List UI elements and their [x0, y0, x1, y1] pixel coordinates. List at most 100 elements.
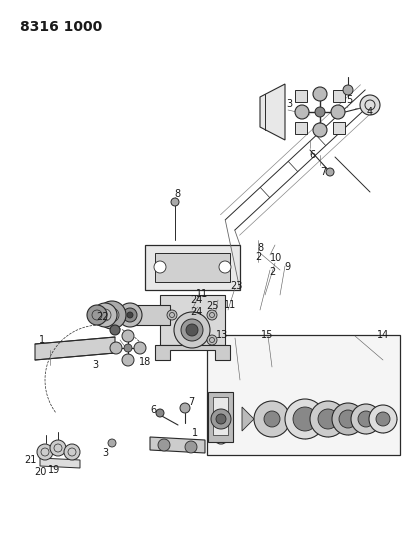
Circle shape	[93, 303, 117, 327]
Circle shape	[357, 411, 373, 427]
Circle shape	[312, 123, 326, 137]
Text: 5: 5	[345, 95, 351, 105]
Text: 7: 7	[187, 397, 193, 407]
Circle shape	[157, 439, 170, 451]
Text: 25: 25	[206, 301, 219, 311]
Circle shape	[312, 87, 326, 101]
Bar	[164, 300, 189, 310]
Polygon shape	[207, 392, 232, 442]
Circle shape	[211, 409, 230, 429]
Circle shape	[98, 301, 126, 329]
Text: 15: 15	[260, 330, 272, 340]
Circle shape	[87, 305, 107, 325]
Text: 24: 24	[189, 307, 202, 317]
Circle shape	[180, 319, 202, 341]
Circle shape	[124, 344, 132, 352]
Text: 11: 11	[223, 300, 236, 310]
Circle shape	[338, 410, 356, 428]
Circle shape	[294, 105, 308, 119]
Polygon shape	[35, 337, 115, 360]
Circle shape	[123, 308, 137, 322]
Circle shape	[154, 261, 166, 273]
Circle shape	[127, 312, 133, 318]
Circle shape	[122, 354, 134, 366]
Text: 19: 19	[48, 465, 60, 475]
Polygon shape	[332, 90, 344, 102]
Polygon shape	[259, 84, 284, 140]
Circle shape	[108, 439, 116, 447]
Circle shape	[207, 335, 216, 345]
Polygon shape	[241, 407, 254, 431]
Polygon shape	[150, 437, 204, 453]
Bar	[195, 300, 220, 310]
Text: 3: 3	[285, 99, 291, 109]
Polygon shape	[130, 305, 170, 325]
Text: 13: 13	[216, 330, 227, 340]
Circle shape	[330, 105, 344, 119]
Circle shape	[218, 261, 230, 273]
Text: 4: 4	[366, 107, 372, 117]
Text: 1: 1	[191, 428, 198, 438]
Text: 2: 2	[254, 252, 261, 262]
Circle shape	[171, 198, 179, 206]
Circle shape	[155, 409, 164, 417]
Text: 23: 23	[229, 281, 242, 291]
Bar	[145, 245, 239, 290]
Circle shape	[254, 401, 289, 437]
Circle shape	[317, 409, 337, 429]
Text: 8316 1000: 8316 1000	[20, 20, 102, 34]
Polygon shape	[155, 345, 229, 360]
Circle shape	[216, 414, 225, 424]
Circle shape	[110, 342, 122, 354]
Text: 10: 10	[269, 253, 281, 263]
Text: 22: 22	[97, 312, 109, 322]
Circle shape	[64, 444, 80, 460]
Circle shape	[173, 312, 209, 348]
Circle shape	[263, 411, 279, 427]
Polygon shape	[294, 122, 306, 134]
Bar	[207, 335, 399, 455]
Circle shape	[184, 441, 196, 453]
Text: 18: 18	[139, 357, 151, 367]
Circle shape	[284, 399, 324, 439]
Text: 24: 24	[189, 295, 202, 305]
Text: 8: 8	[173, 189, 180, 199]
Circle shape	[37, 444, 53, 460]
Circle shape	[314, 107, 324, 117]
Polygon shape	[332, 122, 344, 134]
Circle shape	[180, 403, 189, 413]
Circle shape	[186, 324, 198, 336]
Text: 20: 20	[34, 467, 46, 477]
Circle shape	[342, 85, 352, 95]
Text: 11: 11	[196, 289, 208, 299]
Circle shape	[110, 325, 120, 335]
Text: 3: 3	[92, 360, 98, 370]
Circle shape	[134, 342, 146, 354]
Polygon shape	[160, 295, 225, 345]
Polygon shape	[294, 90, 306, 102]
Circle shape	[325, 168, 333, 176]
Circle shape	[50, 440, 66, 456]
Circle shape	[122, 330, 134, 342]
Text: 9: 9	[283, 262, 289, 272]
Circle shape	[359, 95, 379, 115]
Text: 21: 21	[24, 455, 36, 465]
Text: 7: 7	[319, 167, 325, 177]
Circle shape	[292, 407, 316, 431]
Text: 6: 6	[150, 405, 156, 415]
Text: 14: 14	[376, 330, 388, 340]
Text: 3: 3	[102, 448, 108, 458]
Circle shape	[166, 310, 177, 320]
Circle shape	[309, 401, 345, 437]
Circle shape	[368, 405, 396, 433]
Circle shape	[207, 310, 216, 320]
Circle shape	[118, 303, 142, 327]
Text: 8: 8	[256, 243, 263, 253]
Text: 2: 2	[268, 267, 274, 277]
Polygon shape	[213, 397, 227, 435]
Circle shape	[331, 403, 363, 435]
Bar	[155, 253, 229, 282]
Text: 6: 6	[308, 150, 314, 160]
Circle shape	[375, 412, 389, 426]
Text: 1: 1	[39, 335, 45, 345]
